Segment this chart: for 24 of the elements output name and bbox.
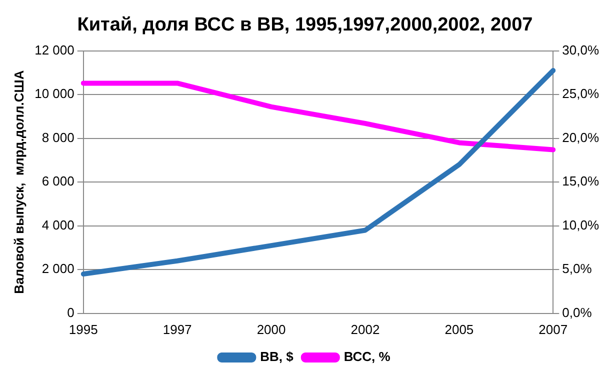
y-tick-label: 12 000 (34, 42, 74, 58)
y-axis-title: Валовой выпуск, млрд.долл.США (11, 70, 26, 294)
y-tick-label: 6 000 (42, 174, 74, 189)
y2-tick-label: 5,0% (562, 261, 592, 276)
legend-label: ВВ, $ (260, 349, 294, 364)
y2-tick-label: 20,0% (562, 130, 600, 145)
y2-tick-label: 10,0% (562, 217, 600, 232)
x-tick-label: 1995 (68, 322, 98, 337)
y-tick-label: 4 000 (42, 217, 74, 232)
y-tick-label: 8 000 (42, 130, 74, 145)
x-tick-label: 2002 (350, 322, 380, 337)
legend-label: ВСС, % (344, 349, 391, 364)
x-tick-label: 1997 (162, 322, 192, 337)
x-tick-label: 2005 (444, 322, 474, 337)
y2-tick-label: 30,0% (562, 42, 600, 58)
y2-tick-label: 15,0% (562, 174, 600, 189)
x-tick-label: 2000 (256, 322, 286, 337)
y-tick-label: 10 000 (34, 86, 74, 102)
y-tick-label: 2 000 (42, 261, 74, 276)
y-tick-label: 0 (67, 304, 74, 320)
y2-tick-label: 0,0% (562, 304, 592, 320)
y2-tick-label: 25,0% (562, 86, 600, 102)
chart-title: Китай, доля ВСС в ВВ, 1995,1997,2000,2002, 2007 (77, 14, 533, 36)
x-tick-label: 2007 (538, 322, 568, 337)
